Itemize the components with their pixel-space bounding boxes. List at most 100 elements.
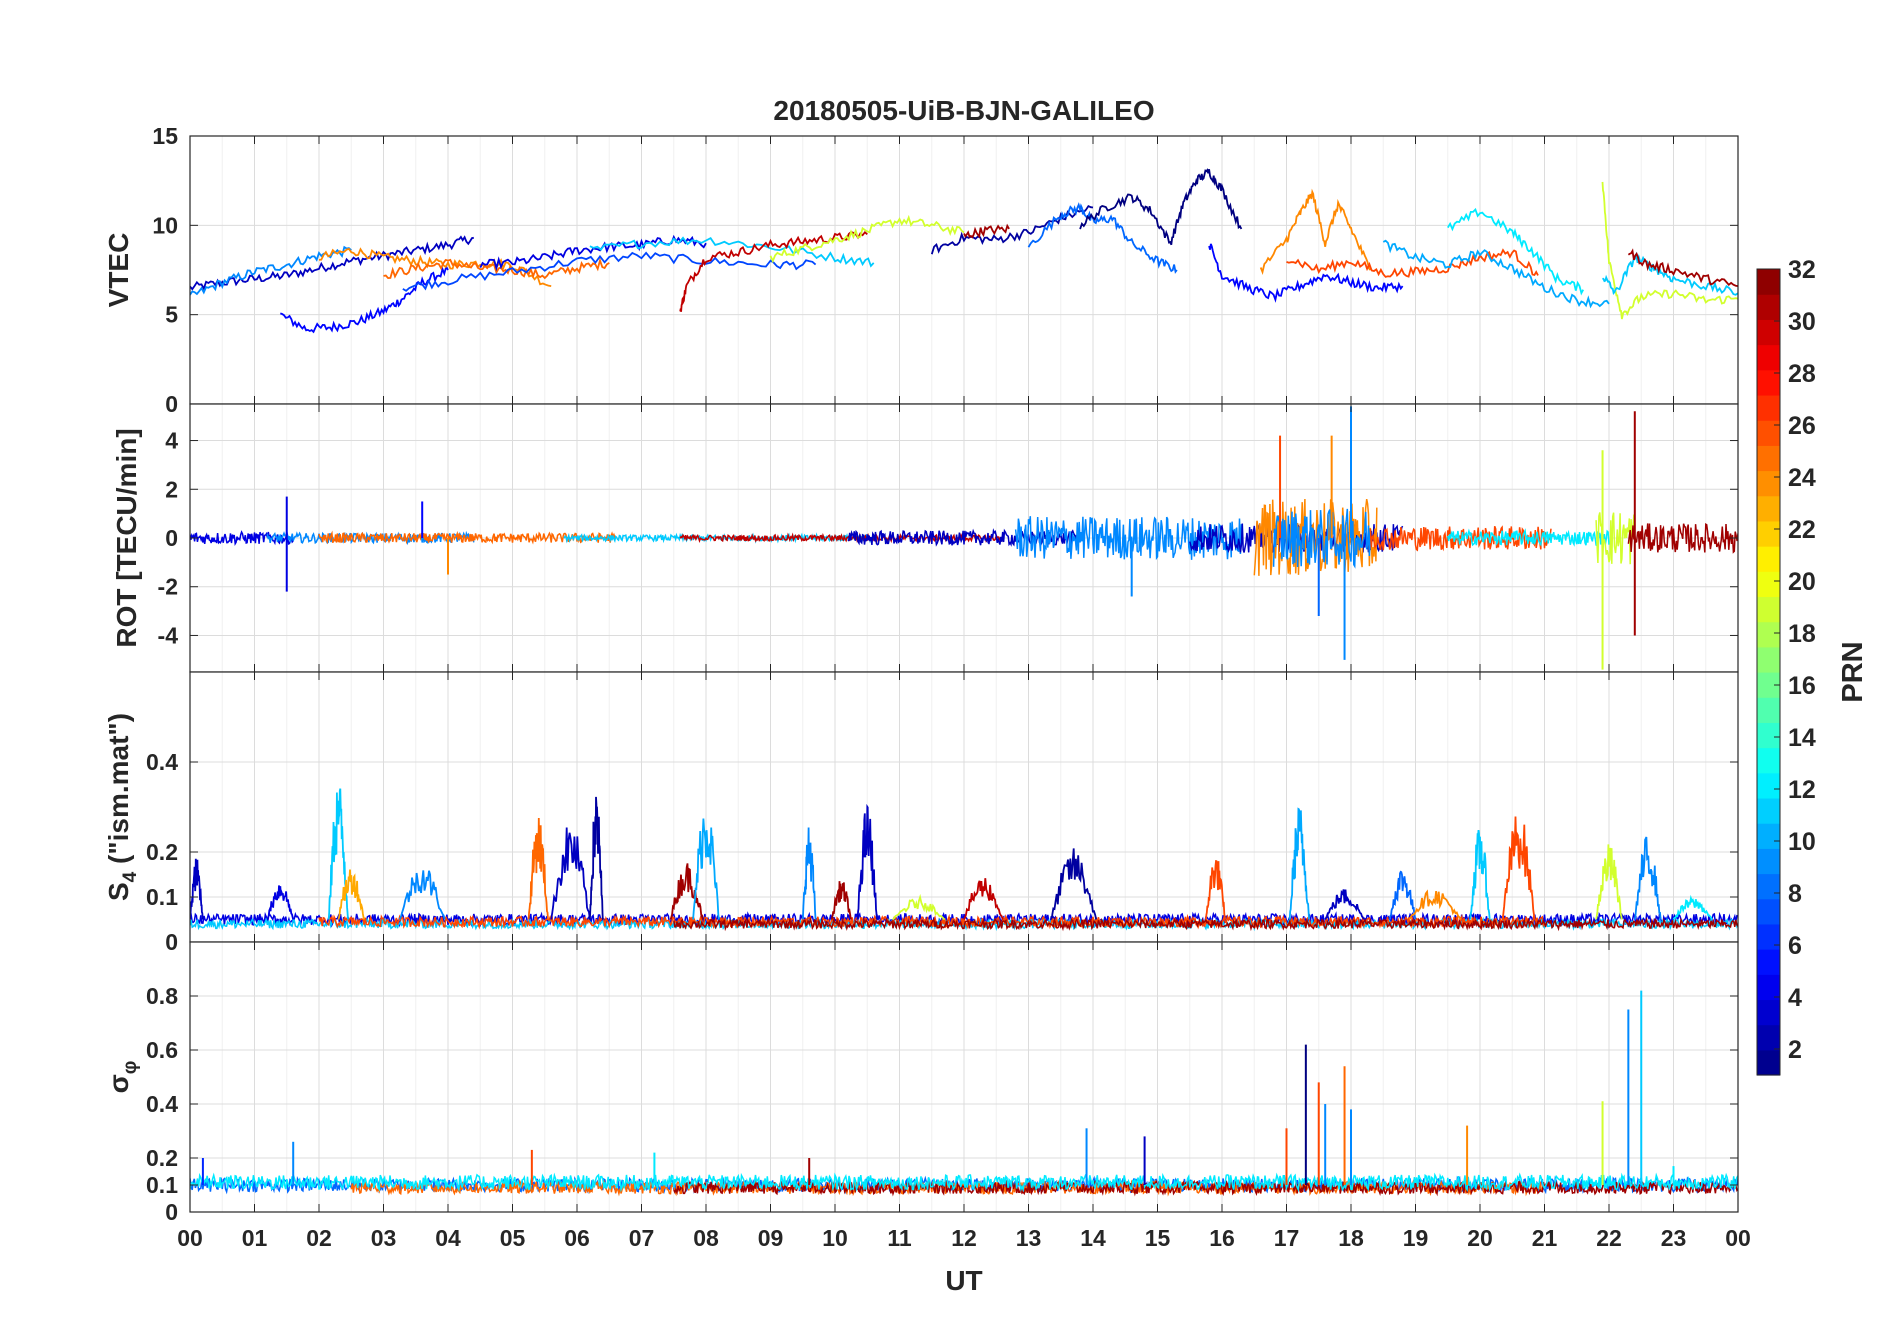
colorbar-step — [1757, 672, 1780, 698]
colorbar-step — [1757, 697, 1780, 723]
colorbar-tick-label: 16 — [1788, 672, 1816, 700]
panel-s4: 0 0.1 0.2 0.4S4 ("ism.mat") — [103, 671, 1739, 955]
x-tick-label: 06 — [564, 1225, 590, 1251]
colorbar-step — [1757, 294, 1780, 320]
colorbar-tick-label: 20 — [1788, 568, 1816, 596]
y-tick-label: 5 — [165, 302, 178, 328]
colorbar-step — [1757, 923, 1780, 950]
x-tick-label: 15 — [1145, 1225, 1171, 1251]
colorbar-step — [1757, 722, 1780, 749]
colorbar-step — [1757, 269, 1780, 295]
x-tick-label: 11 — [887, 1225, 912, 1251]
colorbar-step — [1757, 369, 1780, 396]
colorbar-step — [1757, 495, 1780, 522]
s4-burst-prn-30 — [963, 878, 1004, 920]
colorbar-step — [1757, 596, 1780, 623]
s4-burst-prn-3 — [550, 827, 591, 920]
vtec-series-prn-12 — [1447, 207, 1584, 296]
s4-burst-prn-25 — [527, 817, 549, 920]
colorbar-step — [1757, 949, 1780, 975]
colorbar-tick-label: 18 — [1788, 620, 1816, 648]
y-tick-label: 0 — [165, 929, 178, 955]
colorbar-step — [1757, 520, 1780, 547]
panel-rot: -4 -2 0 2 4 ROT [TECU/min] — [111, 403, 1739, 673]
x-tick-label: 17 — [1274, 1225, 1300, 1251]
y-tick-label: -4 — [158, 622, 179, 648]
s4-burst-prn-19 — [892, 893, 946, 921]
s4-burst-prn-2 — [589, 796, 604, 920]
vtec-series-prn-8 — [1027, 202, 1178, 274]
x-tick-label: 12 — [951, 1225, 977, 1251]
colorbar-tick-label: 26 — [1788, 412, 1816, 440]
y-tick-label: 0.4 — [146, 1091, 178, 1117]
colorbar-step — [1757, 1049, 1780, 1076]
colorbar-tick-label: 4 — [1788, 984, 1802, 1012]
x-tick-label: 20 — [1467, 1225, 1493, 1251]
y-tick-label: 0 — [165, 391, 178, 417]
colorbar-step — [1757, 747, 1780, 774]
vtec-series-prn-25 — [383, 257, 610, 280]
colorbar-frame — [1756, 268, 1781, 1076]
colorbar-step — [1757, 873, 1780, 900]
vtec-series-prn-24 — [318, 247, 552, 287]
colorbar-tick-label: 6 — [1788, 932, 1802, 960]
vtec-series-prn-10 — [1382, 239, 1610, 309]
vtec-series-prn-11 — [589, 236, 875, 268]
series-group — [190, 168, 1738, 334]
y-axis-label-s4: S4 ("ism.mat") — [103, 713, 141, 901]
vtec-series-prn-1 — [1079, 168, 1243, 246]
colorbar-step — [1757, 571, 1780, 598]
colorbar-tick-label: 24 — [1788, 464, 1816, 492]
colorbar-tick-label: 28 — [1788, 360, 1816, 388]
x-tick-label: 21 — [1532, 1225, 1558, 1251]
s4-burst-prn-9 — [398, 870, 446, 920]
rot-series-prn-9 — [1014, 516, 1243, 561]
x-tick-label: 04 — [435, 1225, 461, 1251]
colorbar-step — [1757, 319, 1780, 346]
y-tick-label: 0 — [165, 1199, 178, 1225]
x-tick-label: 07 — [629, 1225, 655, 1251]
x-tick-label: 09 — [758, 1225, 784, 1251]
series-group — [190, 788, 1738, 932]
chart-title: 20180505-UiB-BJN-GALILEO — [773, 95, 1154, 126]
vtec-series-prn-31 — [963, 223, 1010, 239]
s4-burst-prn-8 — [1388, 870, 1417, 920]
colorbar-tick-label: 8 — [1788, 880, 1802, 908]
colorbar-step — [1757, 621, 1780, 648]
s4-burst-prn-4 — [266, 885, 295, 920]
panel-vtec: 0 5 10 15 VTEC — [103, 123, 1739, 417]
s4-burst-prn-2 — [1050, 848, 1098, 920]
y-tick-label: 10 — [152, 212, 178, 238]
colorbar-tick-label: 30 — [1788, 308, 1816, 336]
vtec-series-prn-19 — [1601, 181, 1738, 320]
s4-baseline-prn-31 — [673, 916, 1738, 932]
colorbar-step — [1757, 898, 1780, 925]
y-tick-label: 0 — [165, 525, 178, 551]
s4-burst-prn-19 — [1595, 844, 1623, 920]
colorbar-label: PRN — [1837, 641, 1869, 702]
vtec-series-prn-26 — [1286, 248, 1539, 278]
s4-burst-prn-11 — [327, 788, 349, 920]
x-tick-label: 13 — [1016, 1225, 1042, 1251]
y-tick-label: 0.1 — [146, 1172, 178, 1198]
y-tick-label: 2 — [165, 476, 178, 502]
x-tick-label: 00 — [177, 1225, 203, 1251]
colorbar-step — [1757, 1024, 1780, 1051]
s4-burst-prn-23 — [337, 869, 365, 920]
y-tick-label: 0.8 — [146, 983, 178, 1009]
vtec-series-prn-19 — [769, 214, 965, 264]
panel-sigphi: 00.10.2 0.4 0.6 0.8 σφ 00 01 02 03 04 05 06 07 08 09 10… — [103, 941, 1751, 1251]
x-tick-label: 22 — [1596, 1225, 1622, 1251]
s4-burst-prn-9 — [1633, 836, 1662, 920]
y-tick-label: 0.4 — [146, 749, 178, 775]
s4-baseline-prn-26 — [318, 913, 1546, 930]
x-tick-label: 23 — [1661, 1225, 1687, 1251]
y-tick-label: 0.6 — [146, 1037, 178, 1063]
y-tick-label: 0.2 — [146, 1145, 178, 1171]
colorbar-tick-label: 12 — [1788, 776, 1816, 804]
colorbar-step — [1757, 470, 1780, 497]
x-tick-label: 01 — [242, 1225, 268, 1251]
s4-burst-prn-11 — [1469, 829, 1491, 920]
rot-series-prn-12 — [1447, 528, 1610, 547]
